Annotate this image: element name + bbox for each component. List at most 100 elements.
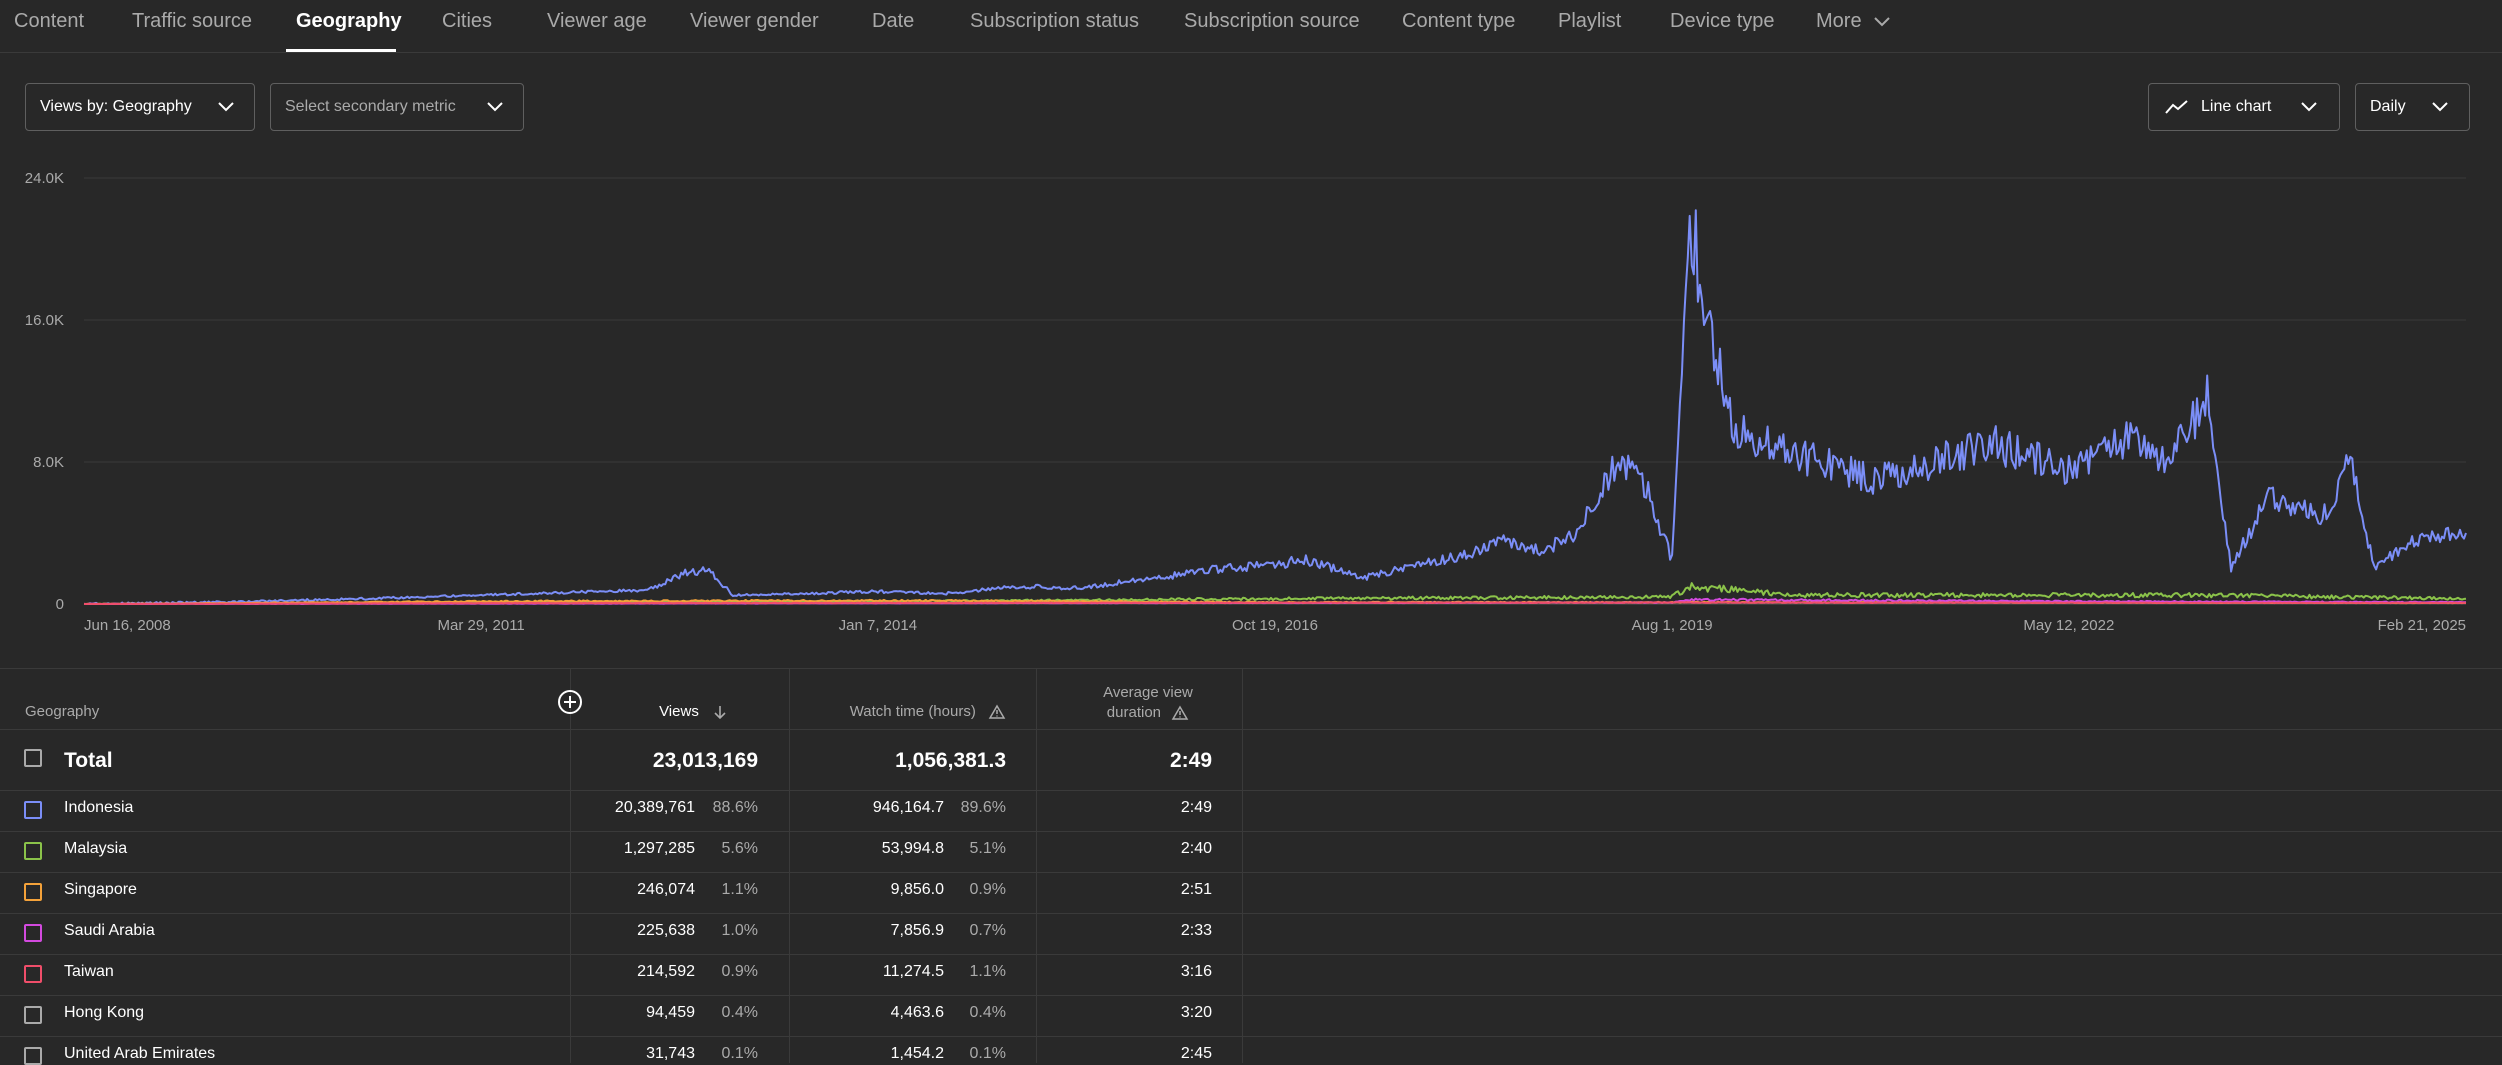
row-checkbox[interactable]: [24, 1047, 42, 1065]
country-name: Saudi Arabia: [64, 922, 155, 939]
watch-time-value: 53,994.8: [881, 840, 944, 857]
row-checkbox[interactable]: [24, 1006, 42, 1024]
watch-time-value: 11,274.5: [882, 963, 944, 980]
total-label: Total: [64, 749, 113, 772]
x-tick-label: Feb 21, 2025: [2378, 617, 2466, 634]
interval-dropdown[interactable]: Daily: [2355, 83, 2470, 131]
country-name: Hong Kong: [64, 1004, 145, 1021]
row-checkbox[interactable]: [24, 924, 42, 942]
views-line-chart[interactable]: 24.0K 16.0K 8.0K 0 Jun 16, 2008 Mar 29, 2011 J…: [0, 160, 2502, 640]
country-name: Taiwan: [64, 963, 114, 980]
avg-duration-value: 2:45: [1180, 1045, 1212, 1062]
views-value: 31,743: [646, 1045, 695, 1062]
total-watch-time: 1,056,381.3: [895, 749, 1006, 772]
views-percent: 0.4%: [721, 1004, 758, 1021]
tab-content[interactable]: Content: [14, 10, 85, 32]
chevron-down-icon: [218, 102, 234, 112]
dimension-tabs: Content Traffic source Geography Cities …: [0, 0, 2502, 53]
x-tick-label: Mar 29, 2011: [437, 617, 524, 634]
y-tick-label: 8.0K: [33, 454, 64, 471]
watch-time-value: 1,454.2: [890, 1045, 944, 1062]
watch-time-value: 7,856.9: [890, 922, 944, 939]
tab-date[interactable]: Date: [872, 10, 915, 32]
watch-time-percent: 0.9%: [969, 881, 1006, 898]
tab-content-type[interactable]: Content type: [1402, 10, 1516, 32]
views-value: 214,592: [637, 963, 695, 980]
total-checkbox[interactable]: [24, 749, 42, 767]
views-value: 94,459: [646, 1004, 695, 1021]
tab-geography[interactable]: Geography: [296, 10, 402, 32]
tab-viewer-age[interactable]: Viewer age: [547, 10, 647, 32]
y-tick-label: 24.0K: [25, 170, 64, 187]
chevron-down-icon: [2301, 102, 2317, 112]
sort-down-icon: [714, 706, 726, 720]
tab-subscription-source[interactable]: Subscription source: [1184, 10, 1360, 32]
watch-time-percent: 0.7%: [969, 922, 1006, 939]
avg-duration-value: 2:49: [1180, 799, 1212, 816]
row-checkbox[interactable]: [24, 842, 42, 860]
views-percent: 1.0%: [721, 922, 758, 939]
tab-cities[interactable]: Cities: [442, 10, 493, 32]
chevron-down-icon: [1874, 17, 1890, 27]
row-checkbox[interactable]: [24, 965, 42, 983]
interval-label: Daily: [2370, 98, 2406, 115]
primary-metric-dropdown[interactable]: Views by: Geography: [25, 83, 255, 131]
watch-time-value: 946,164.7: [872, 799, 944, 816]
views-percent: 5.6%: [721, 840, 758, 857]
views-value: 225,638: [637, 922, 695, 939]
y-tick-label: 0: [56, 596, 64, 613]
more-label: More: [1816, 10, 1862, 32]
views-percent: 0.9%: [721, 963, 758, 980]
chevron-down-icon: [487, 102, 503, 112]
country-name: Singapore: [64, 881, 137, 898]
add-column-icon[interactable]: [557, 689, 583, 715]
header-watch-time[interactable]: Watch time (hours): [850, 703, 1006, 720]
row-checkbox[interactable]: [24, 883, 42, 901]
tab-subscription-status[interactable]: Subscription status: [970, 10, 1139, 32]
watch-time-value: 9,856.0: [890, 881, 944, 898]
x-tick-label: Jun 16, 2008: [84, 617, 171, 634]
header-avg-duration-line2: duration: [1106, 704, 1162, 721]
watch-time-value: 4,463.6: [890, 1004, 944, 1021]
header-views-label: Views: [659, 703, 699, 720]
country-name: Indonesia: [64, 799, 134, 816]
avg-duration-value: 2:33: [1180, 922, 1212, 939]
primary-metric-label: Views by: Geography: [40, 98, 192, 115]
header-avg-view-duration[interactable]: Average view duration: [1085, 683, 1211, 723]
chart-type-label: Line chart: [2201, 98, 2272, 115]
country-name: United Arab Emirates: [64, 1045, 216, 1062]
avg-duration-value: 3:16: [1180, 963, 1212, 980]
avg-duration-value: 2:40: [1180, 840, 1212, 857]
row-checkbox[interactable]: [24, 801, 42, 819]
header-avg-duration-line1: Average view: [1103, 684, 1193, 701]
chevron-down-icon: [2432, 102, 2448, 112]
views-value: 1,297,285: [623, 840, 695, 857]
warning-icon: [988, 704, 1006, 719]
tab-more[interactable]: More: [1816, 10, 1891, 33]
views-value: 246,074: [637, 881, 695, 898]
avg-duration-value: 3:20: [1180, 1004, 1212, 1021]
watch-time-percent: 0.1%: [969, 1045, 1006, 1062]
tab-viewer-gender[interactable]: Viewer gender: [690, 10, 819, 32]
header-views[interactable]: Views: [659, 703, 729, 720]
series-line-taiwan[interactable]: [84, 601, 2466, 605]
tab-traffic-source[interactable]: Traffic source: [132, 10, 253, 32]
avg-duration-value: 2:51: [1180, 881, 1212, 898]
chart-type-dropdown[interactable]: Line chart: [2148, 83, 2340, 131]
tab-device-type[interactable]: Device type: [1670, 10, 1775, 32]
secondary-metric-dropdown[interactable]: Select secondary metric: [270, 83, 524, 131]
active-tab-indicator: [286, 49, 396, 52]
views-percent: 88.6%: [712, 799, 758, 816]
watch-time-percent: 5.1%: [969, 840, 1006, 857]
views-percent: 0.1%: [721, 1045, 758, 1062]
header-geography[interactable]: Geography: [25, 703, 100, 720]
y-tick-label: 16.0K: [25, 312, 64, 329]
watch-time-percent: 1.1%: [969, 963, 1006, 980]
views-percent: 1.1%: [721, 881, 758, 898]
x-tick-label: Aug 1, 2019: [1632, 617, 1713, 634]
series-line-indonesia[interactable]: [84, 209, 2467, 605]
header-watch-time-label: Watch time (hours): [849, 703, 976, 720]
line-chart-icon: [2165, 100, 2188, 114]
tab-playlist[interactable]: Playlist: [1558, 10, 1622, 32]
total-avg-duration: 2:49: [1169, 749, 1212, 772]
